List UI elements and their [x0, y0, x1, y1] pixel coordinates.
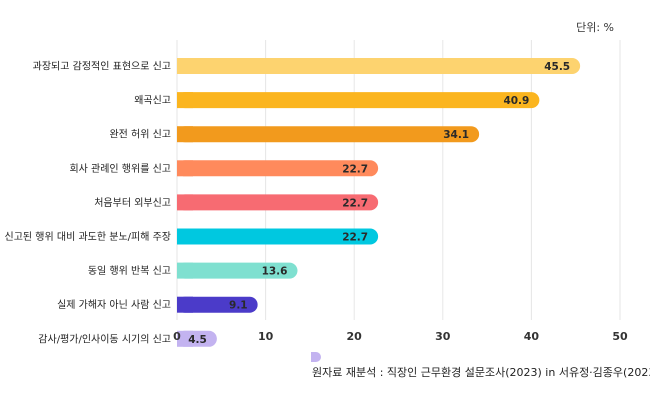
data-label: 13.6 — [262, 266, 288, 278]
bar — [177, 228, 379, 245]
category-label: 동일 행위 반복 신고 — [88, 264, 171, 277]
category-label: 감사/평가/인사이동 시기의 신고 — [38, 333, 171, 345]
bar-base — [177, 228, 193, 245]
bar — [177, 126, 480, 143]
bar — [177, 194, 379, 211]
bars: 45.5 40.9 34.1 22.7 22.7 22.7 13.6 9.1 4.5 — [177, 58, 581, 347]
category-label: 과장되고 감정적인 표현으로 신고 — [33, 61, 171, 73]
category-label: 완전 허위 신고 — [109, 128, 171, 141]
source-marker — [311, 352, 321, 362]
bar-base — [177, 126, 193, 143]
data-label: 22.7 — [342, 197, 368, 209]
data-label: 34.1 — [443, 129, 469, 141]
bar-base — [177, 92, 193, 109]
bar — [177, 296, 258, 313]
bar — [177, 58, 581, 74]
category-label: 왜곡신고 — [134, 95, 171, 107]
data-label: 9.1 — [229, 300, 248, 312]
category-label: 처음부터 외부신고 — [94, 197, 171, 209]
x-tick-label: 50 — [612, 330, 628, 343]
data-label: 40.9 — [503, 95, 529, 107]
bar — [177, 92, 540, 109]
bar-base — [177, 58, 193, 74]
data-label: 4.5 — [188, 334, 207, 346]
x-tick-label: 10 — [258, 330, 274, 343]
data-label: 22.7 — [342, 232, 368, 244]
bar-base — [177, 160, 193, 177]
x-tick-label: 40 — [524, 330, 540, 343]
x-axis-ticks: 0 10 20 30 40 50 — [173, 330, 628, 343]
unit-label: 단위: % — [576, 21, 614, 34]
category-label: 회사 관례인 행위를 신고 — [69, 162, 171, 175]
x-tick-label: 0 — [173, 330, 181, 343]
bar-base — [177, 262, 193, 279]
bar — [177, 160, 379, 177]
data-label: 45.5 — [544, 61, 570, 73]
bar-base — [177, 296, 193, 313]
x-tick-label: 20 — [347, 330, 363, 343]
data-label: 22.7 — [342, 163, 368, 175]
bar-base — [177, 330, 193, 347]
bar — [177, 262, 298, 279]
source-note: 원자료 재분석 : 직장인 근무환경 설문조사(2023) in 서유정·김종우… — [312, 366, 650, 379]
category-label: 신고된 행위 대비 과도한 분노/피해 주장 — [5, 230, 171, 243]
x-tick-label: 30 — [435, 330, 451, 343]
category-label: 실제 가해자 아닌 사람 신고 — [57, 298, 171, 311]
bar-base — [177, 194, 193, 211]
